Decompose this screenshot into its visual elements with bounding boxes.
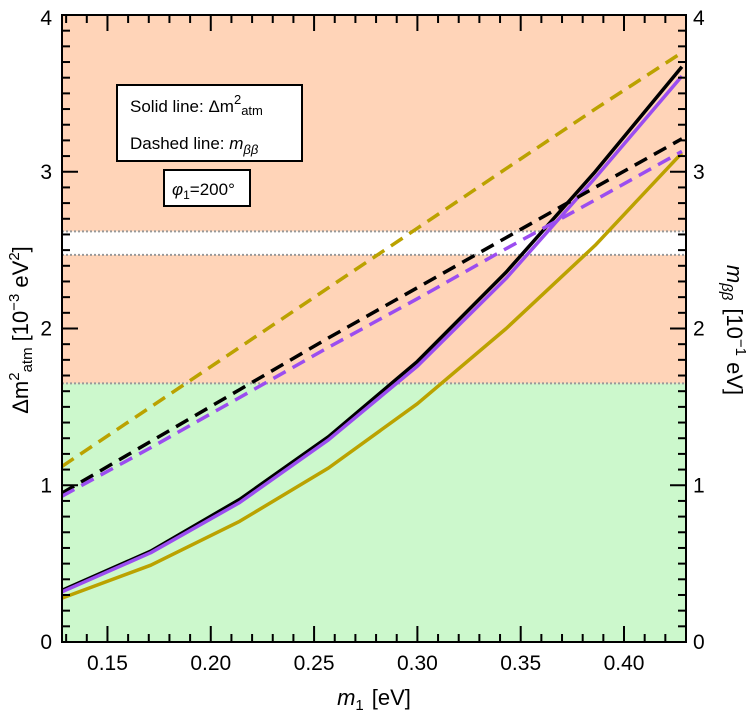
y-right-tick-label-1: 1 [693, 474, 705, 497]
y-left-tick-label-0: 0 [40, 631, 52, 654]
y-right-tick-label-2: 2 [693, 318, 705, 341]
y-right-tick-label-0: 0 [693, 631, 705, 654]
axis-tick-labels: 0.15 0.20 0.25 0.30 0.35 0.40 0 0 1 1 2 2 3 3 4 4 [40, 7, 705, 675]
x-tick-label-1: 0.20 [190, 652, 231, 675]
x-tick-label-4: 0.35 [500, 652, 541, 675]
series-black-dashed [61, 137, 683, 495]
data-series [61, 51, 684, 600]
x-tick-label-5: 0.40 [604, 652, 645, 675]
phase-label: φ1=200° [172, 180, 235, 202]
x-axis-title: m1 [eV] [337, 685, 411, 714]
y-left-tick-label-1: 1 [40, 474, 52, 497]
band-boundary-lines [62, 230, 686, 385]
phase-box [163, 169, 251, 207]
band-excluded-lower [62, 254, 686, 384]
legend: Solid line: Δm2atm Dashed line: mββ φ1=2… [116, 84, 303, 207]
y-left-tick-label-4: 4 [40, 7, 52, 30]
y-left-tick-label-2: 2 [40, 318, 52, 341]
x-tick-label-2: 0.25 [294, 652, 335, 675]
series-gold-solid [61, 151, 684, 600]
x-tick-label-3: 0.30 [397, 652, 438, 675]
legend-solid-label: Solid line: Δm2atm [130, 92, 263, 118]
series-gold-dashed [61, 51, 683, 468]
y-axis-right-title: mββ[10−1 eV] [718, 265, 749, 395]
legend-dashed-label: Dashed line: mββ [130, 134, 259, 157]
band-gap [62, 231, 686, 255]
band-allowed-region [62, 383, 686, 642]
y-right-tick-label-4: 4 [693, 7, 705, 30]
y-axis-left-title: Δm2atm[10−3 eV2] [6, 246, 36, 414]
y-left-tick-label-3: 3 [40, 161, 52, 184]
series-purple-dashed [61, 149, 683, 498]
legend-box [116, 84, 303, 162]
axis-ticks [62, 14, 687, 643]
x-tick-label-0: 0.15 [87, 652, 128, 675]
y-right-tick-label-3: 3 [693, 161, 705, 184]
